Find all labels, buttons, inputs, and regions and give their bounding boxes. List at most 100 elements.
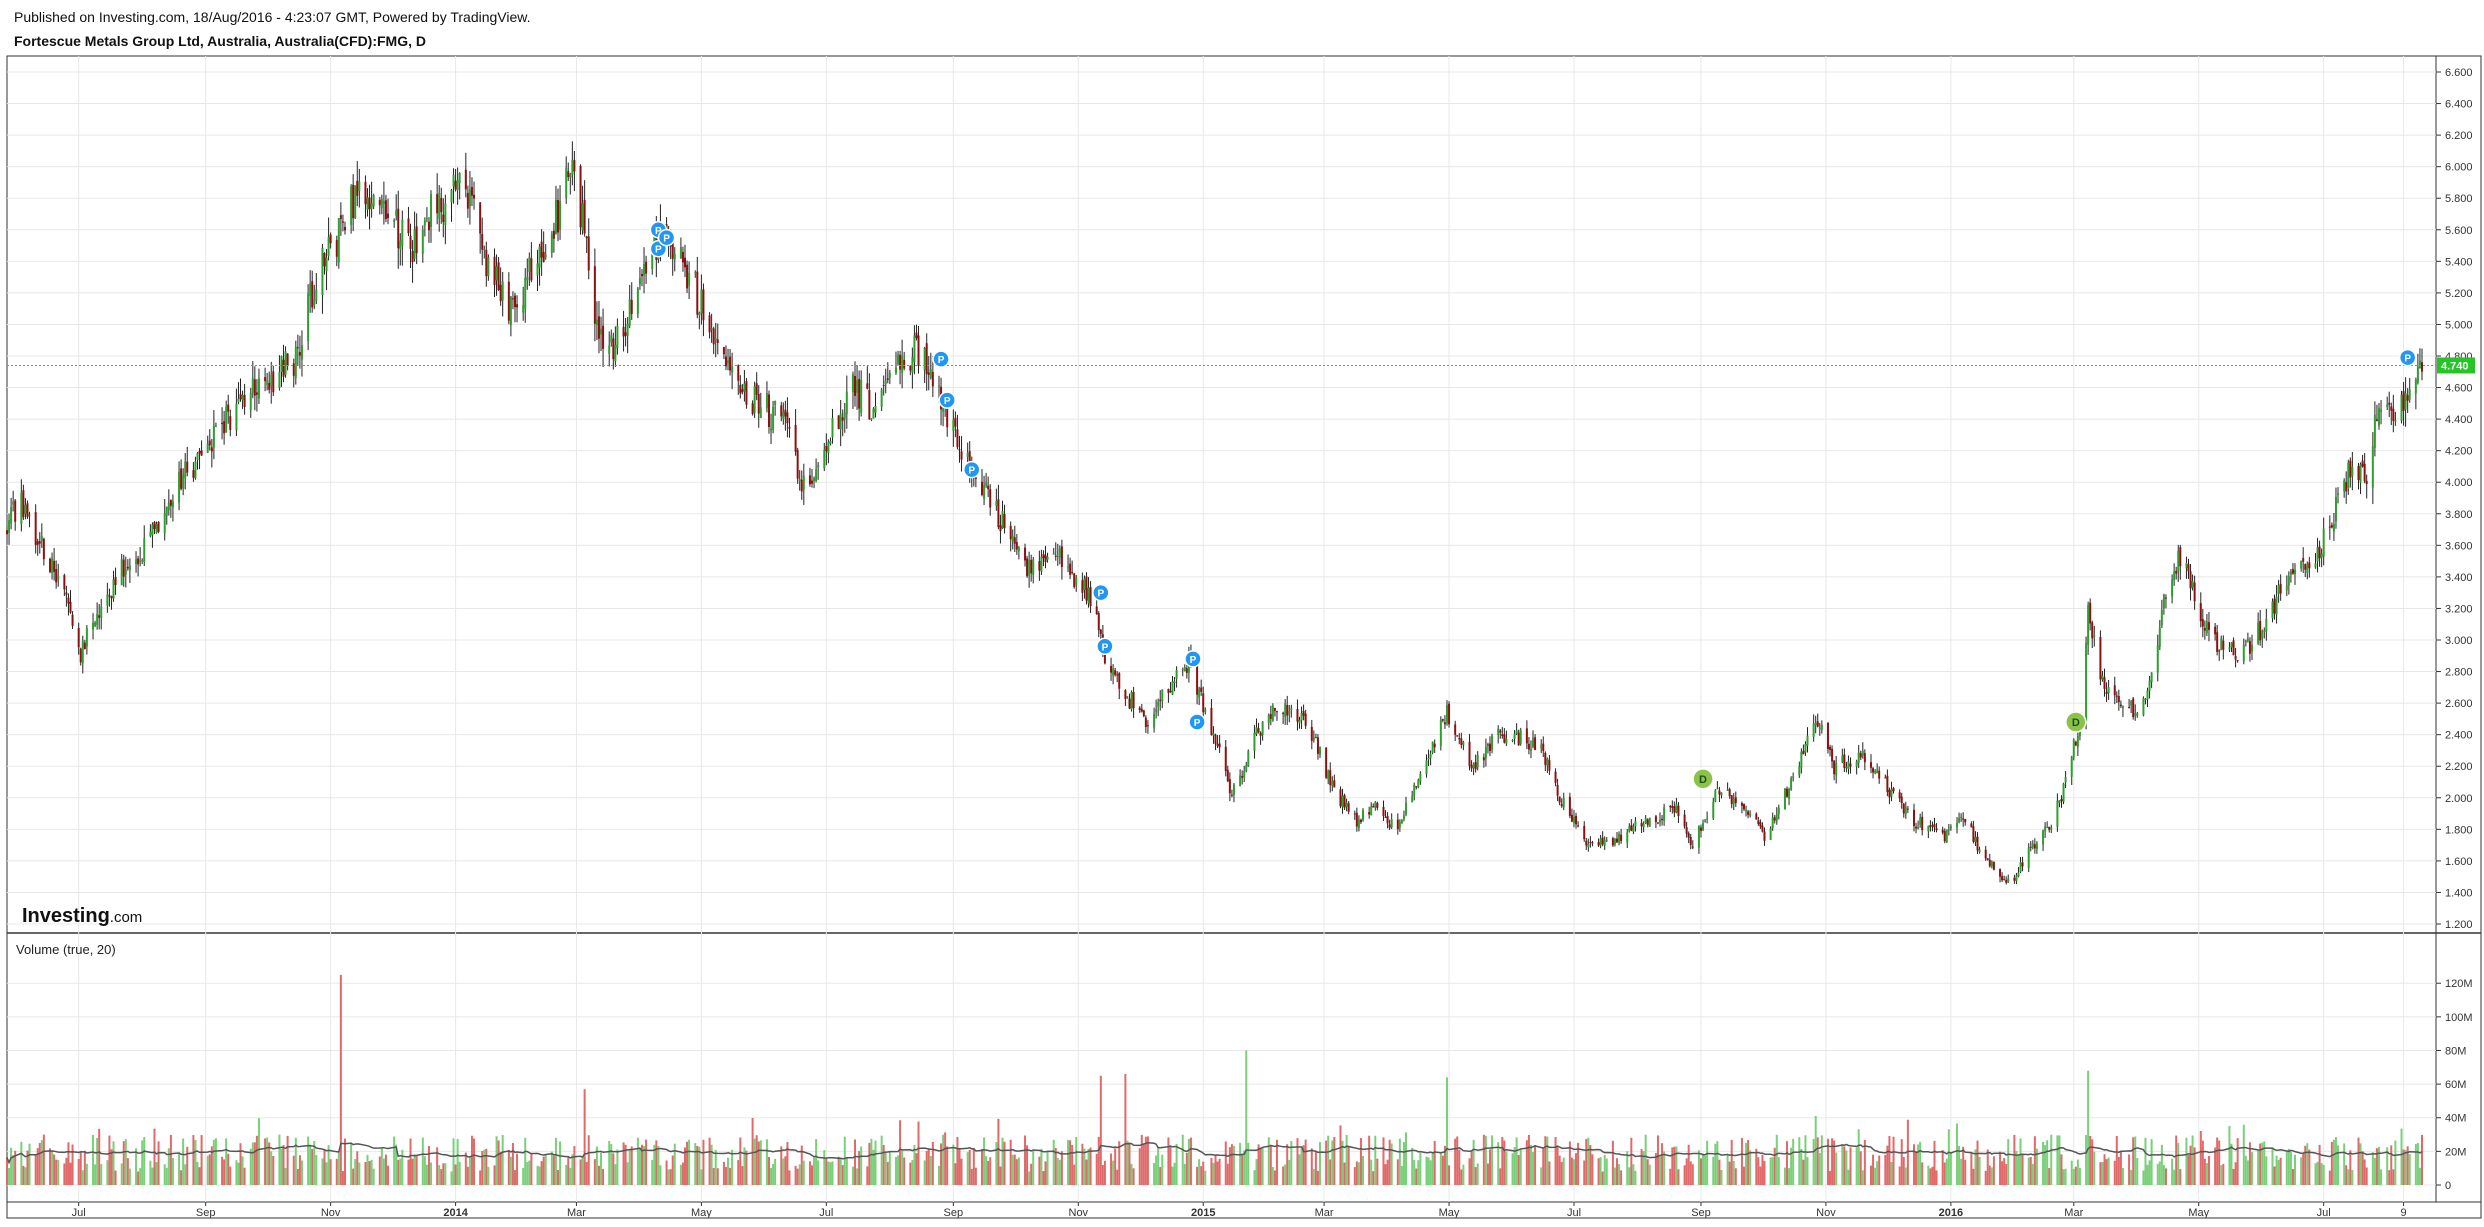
candle-body — [2390, 406, 2393, 411]
volume-bar — [1599, 1157, 1602, 1185]
candle-body — [2273, 598, 2276, 614]
candle-body — [722, 347, 725, 355]
candle-body — [1028, 559, 1031, 576]
candle-body — [1757, 820, 1760, 824]
volume-bar — [1603, 1154, 1606, 1185]
volume-bar — [1038, 1156, 1041, 1185]
volume-bar — [1616, 1158, 1618, 1185]
candle-body — [780, 405, 783, 417]
volume-bar — [2007, 1139, 2010, 1185]
candle-body — [565, 167, 568, 198]
volume-bar — [1140, 1134, 1143, 1185]
volume-bar — [8, 1167, 11, 1185]
candle-body — [2203, 627, 2206, 631]
volume-bar — [315, 1155, 318, 1185]
date-tick-label: Jul — [2317, 1207, 2331, 1219]
volume-bar — [2173, 1169, 2176, 1185]
volume-bar — [296, 1169, 299, 1185]
candle-body — [1878, 770, 1881, 779]
candle-body — [178, 471, 181, 503]
candle-body — [1009, 525, 1012, 540]
date-tick-label: May — [2188, 1207, 2209, 1219]
candle-body — [1374, 802, 1377, 808]
volume-bar — [2199, 1130, 2202, 1185]
volume-bar — [36, 1148, 39, 1185]
candle-body — [1359, 819, 1362, 823]
volume-bar — [85, 1163, 88, 1185]
volume-bar — [937, 1165, 940, 1185]
price-tick-label: 6.000 — [2445, 162, 2473, 174]
marker-label: P — [1097, 589, 1104, 600]
volume-bar — [1273, 1170, 1276, 1185]
candle-body — [1915, 826, 1918, 829]
volume-bar — [622, 1142, 625, 1185]
candle-body — [1273, 708, 1276, 711]
volume-bar — [899, 1120, 902, 1185]
candle-body — [507, 281, 510, 321]
volume-bar — [1661, 1143, 1664, 1185]
candle-body — [1069, 563, 1072, 575]
volume-bar — [53, 1154, 56, 1185]
volume-bar — [657, 1146, 660, 1185]
candle-body — [1085, 576, 1088, 601]
candle-body — [552, 230, 555, 239]
volume-bar — [2048, 1168, 2051, 1185]
volume-bar — [817, 1160, 820, 1185]
candle-body — [1230, 794, 1233, 796]
candle-body — [1427, 757, 1430, 760]
candle-body — [49, 558, 52, 573]
volume-bar — [579, 1159, 582, 1185]
volume-bar — [1949, 1152, 1952, 1185]
volume-bar — [1570, 1157, 1573, 1185]
candle-body — [1368, 811, 1371, 815]
candle-body — [1159, 699, 1162, 702]
candle-body — [1372, 806, 1375, 808]
volume-bar — [272, 1155, 275, 1185]
volume-bar — [1878, 1155, 1881, 1185]
volume-bar — [2337, 1145, 2340, 1185]
volume-bar — [98, 1128, 101, 1185]
candle-body — [384, 200, 387, 220]
volume-bar — [913, 1144, 916, 1185]
candle-body — [1798, 766, 1801, 776]
candle-body — [208, 440, 211, 446]
candle-body — [1960, 816, 1963, 818]
candle-body — [2271, 601, 2274, 619]
candle-body — [2119, 704, 2122, 707]
volume-bar — [983, 1137, 986, 1185]
candle-body — [2031, 843, 2034, 847]
volume-bar — [860, 1146, 863, 1185]
volume-bar — [1763, 1160, 1766, 1185]
volume-bar — [2302, 1152, 2305, 1185]
volume-bar — [915, 1153, 918, 1185]
candle-body — [2343, 480, 2346, 492]
date-tick-label: Sep — [944, 1207, 964, 1219]
volume-bar — [2277, 1159, 2280, 1185]
volume-bar — [2216, 1137, 2219, 1185]
candle-body — [2242, 644, 2245, 662]
volume-bar — [600, 1152, 603, 1185]
candle-body — [2236, 660, 2239, 662]
volume-bar — [1015, 1159, 1018, 1185]
candle-body — [2400, 394, 2403, 421]
candle-body — [999, 525, 1002, 532]
volume-bar — [1196, 1166, 1199, 1185]
volume-bar — [2228, 1125, 2231, 1185]
candle-body — [794, 424, 797, 452]
candle-body — [1999, 869, 2002, 877]
candle-body — [638, 277, 641, 285]
candle-body — [1826, 722, 1829, 750]
volume-bar — [1644, 1134, 1647, 1185]
volume-bar — [468, 1156, 471, 1185]
date-tick-label: Nov — [321, 1207, 341, 1219]
candle-body — [2250, 644, 2253, 652]
candle-body — [2142, 698, 2145, 716]
candle-body — [2134, 713, 2137, 717]
candle-body — [85, 628, 88, 647]
volume-bar — [384, 1154, 387, 1185]
volume-bar — [2359, 1143, 2362, 1185]
volume-bar — [1792, 1138, 1795, 1185]
volume-bar — [192, 1135, 195, 1185]
